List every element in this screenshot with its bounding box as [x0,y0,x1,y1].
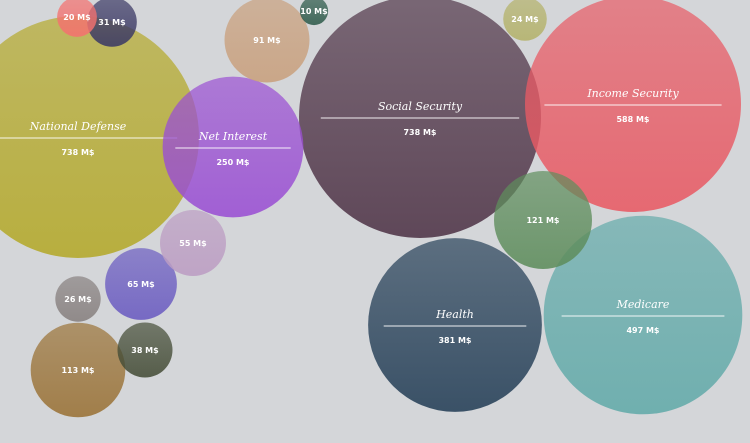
bubble-value-label: 738 M$ [403,128,436,137]
bubble-income-security[interactable]: Income Security 588 M$ [525,0,741,212]
bubble-value-10[interactable]: 10 M$ [299,0,329,26]
bubble-label: Medicare [616,298,670,311]
bubble-circle[interactable] [368,238,542,412]
bubble-circle[interactable] [30,322,126,418]
bubble-label: Health [435,308,474,321]
bubble-value-label: 381 M$ [438,336,471,345]
bubble-circle[interactable] [299,0,329,26]
bubble-circle[interactable] [87,0,137,47]
bubble-national-defense[interactable]: National Defense 738 M$ [0,16,199,258]
bubble-value-label: 31 M$ [98,18,126,27]
bubble-value-label: 250 M$ [216,158,249,167]
bubble-value-31[interactable]: 31 M$ [87,0,137,47]
bubble-value-121[interactable]: 121 M$ [494,171,592,269]
bubble-circle[interactable] [494,171,592,269]
bubble-value-label: 65 M$ [127,280,155,289]
bubble-value-113[interactable]: 113 M$ [30,322,126,418]
bubble-value-label: 738 M$ [61,148,94,157]
bubble-value-label: 10 M$ [300,7,328,16]
bubble-circle[interactable] [503,0,547,41]
bubble-circle[interactable] [224,0,310,83]
bubble-label: National Defense [29,120,127,133]
bubble-value-55[interactable]: 55 M$ [160,210,226,276]
bubble-value-label: 497 M$ [626,326,659,335]
bubble-value-20[interactable]: 20 M$ [57,0,97,37]
bubble-value-24[interactable]: 24 M$ [503,0,547,41]
bubble-circle[interactable] [117,322,173,378]
bubble-value-label: 588 M$ [616,115,649,124]
bubble-value-26[interactable]: 26 M$ [55,276,101,322]
bubble-circle[interactable] [160,210,226,276]
bubble-circle[interactable] [0,16,199,258]
bubble-circle[interactable] [55,276,101,322]
bubble-health[interactable]: Health 381 M$ [368,238,542,412]
bubble-value-label: 121 M$ [526,216,559,225]
bubble-value-label: 113 M$ [61,366,94,375]
bubble-social-security[interactable]: Social Security 738 M$ [299,0,541,238]
bubble-value-65[interactable]: 65 M$ [105,248,177,320]
bubble-value-label: 91 M$ [253,36,281,45]
bubble-value-label: 38 M$ [131,346,159,355]
bubble-circle[interactable] [105,248,177,320]
bubble-net-interest[interactable]: Net Interest 250 M$ [162,76,304,218]
bubble-circle[interactable] [525,0,741,212]
bubble-value-label: 24 M$ [511,15,539,24]
bubble-circle[interactable] [57,0,97,37]
bubble-value-label: 55 M$ [179,239,207,248]
bubble-value-38[interactable]: 38 M$ [117,322,173,378]
bubble-circle[interactable] [299,0,541,238]
bubble-circle[interactable] [543,215,743,415]
bubble-value-91[interactable]: 91 M$ [224,0,310,83]
bubble-label: Social Security [378,100,463,113]
bubble-value-label: 26 M$ [64,295,92,304]
bubble-label: Income Security [586,87,679,100]
bubble-value-label: 20 M$ [63,13,91,22]
bubble-circle[interactable] [162,76,304,218]
bubble-label: Net Interest [198,130,268,143]
bubble-medicare[interactable]: Medicare 497 M$ [543,215,743,415]
